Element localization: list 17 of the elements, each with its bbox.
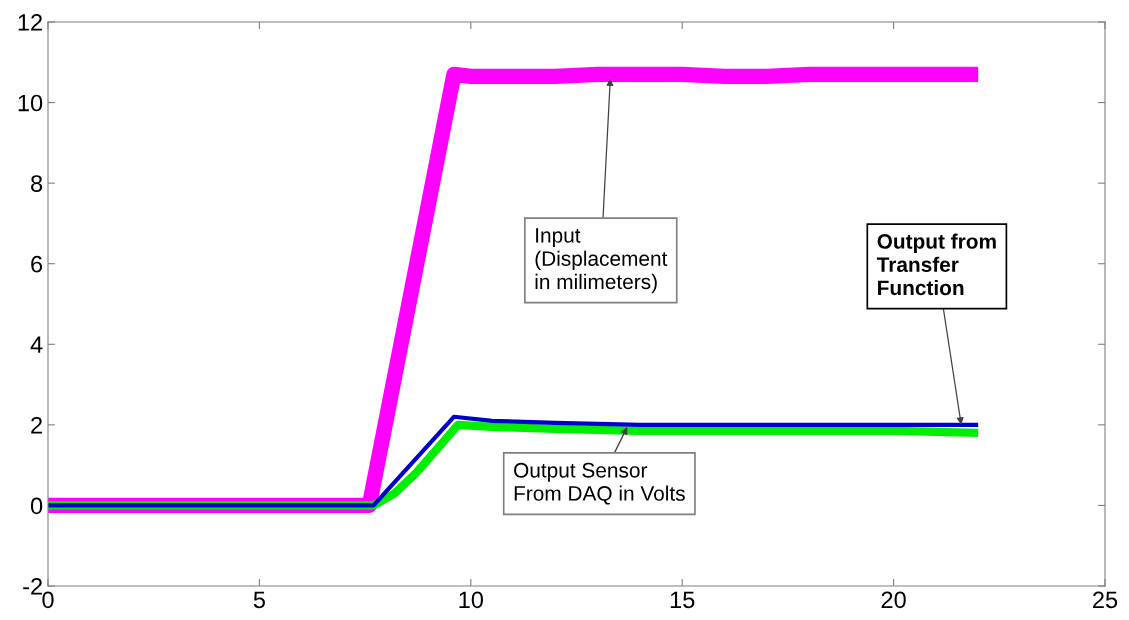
y-tick-label: 10 <box>18 94 43 112</box>
y-tick-label: 12 <box>18 14 42 31</box>
annotation: Input (Displacement in milimeters) <box>535 228 668 294</box>
y-tick-label: -2 <box>23 578 42 595</box>
y-tick-label: 8 <box>31 175 43 192</box>
x-tick-label: 10 <box>459 591 484 609</box>
y-tick-label: 4 <box>30 336 43 353</box>
x-tick-label: 20 <box>881 591 906 609</box>
annotation: Output from Transfer Function <box>876 233 996 296</box>
y-tick-label: 2 <box>31 416 42 434</box>
x-tick-label: 25 <box>1093 591 1118 609</box>
x-tick-label: 0 <box>42 591 54 609</box>
x-tick-label: 15 <box>670 591 695 609</box>
y-tick-label: 6 <box>31 255 43 273</box>
x-tick-label: 5 <box>253 591 265 609</box>
annotation: Output Sensor From DAQ in Volts <box>514 462 685 505</box>
y-tick-label: 0 <box>30 497 43 515</box>
